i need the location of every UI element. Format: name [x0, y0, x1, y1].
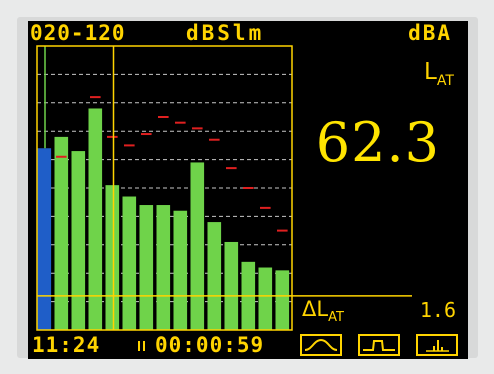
spectrum-bar [139, 205, 154, 330]
spectrum-bar [37, 148, 52, 330]
pulse-wave-icon [363, 340, 395, 351]
pause-icon [138, 341, 145, 351]
sine-view-button[interactable] [300, 334, 342, 356]
bars-view-button[interactable] [416, 334, 458, 356]
delta-subscript: AT [328, 310, 344, 325]
chart-frame [36, 45, 293, 331]
sine-wave-icon [304, 338, 338, 351]
parameter-subscript: AT [436, 73, 454, 89]
spectrum-bar [173, 210, 188, 330]
spectrum-bar [224, 241, 239, 330]
mode-label: dBSlm [186, 21, 265, 45]
spectrum-bar [207, 222, 222, 330]
elapsed-time: 00:00:59 [155, 333, 265, 357]
header-bar: 020-120 dBSlm dBA [28, 21, 468, 45]
spectrum-bar [54, 136, 69, 330]
main-reading: 62.3 [315, 111, 440, 174]
spectrum-chart [36, 45, 412, 331]
spectrum-bar [122, 196, 137, 330]
range-label: 020-120 [30, 21, 126, 45]
meter-screen: 020-120 dBSlm dBA LAT 62.3 ΔLAT 1.6 11:2… [28, 21, 468, 359]
delta-reading: 1.6 [419, 298, 456, 322]
pulse-view-button[interactable] [358, 334, 400, 356]
parameter-main: L [424, 59, 437, 85]
spectrum-bar [275, 270, 290, 330]
spectrum-bar [71, 151, 86, 330]
spectrum-bar [190, 162, 205, 330]
delta-label: ΔLAT [302, 297, 344, 330]
spectrum-bar [156, 205, 171, 330]
parameter-label: LAT [424, 59, 454, 94]
spectrum-bar [258, 267, 273, 330]
bar-chart-icon [426, 340, 449, 352]
delta-main: ΔL [302, 297, 329, 321]
weighting-label: dBA [408, 21, 452, 45]
status-bar: 11:24 00:00:59 [28, 332, 468, 359]
spectrum-bar [88, 108, 103, 330]
spectrum-bar [105, 185, 120, 330]
clock-time: 11:24 [32, 333, 101, 357]
